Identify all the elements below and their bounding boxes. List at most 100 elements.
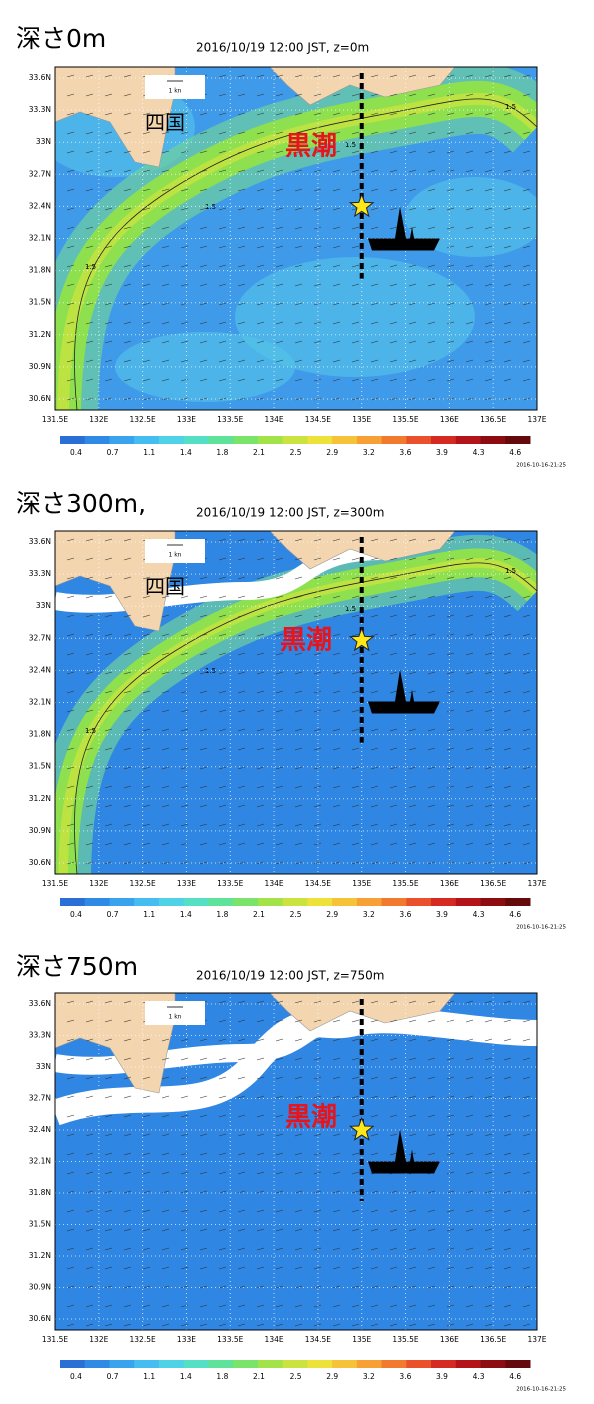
current-vector — [218, 633, 227, 637]
current-vector — [484, 1304, 493, 1308]
colorbar-segment — [332, 898, 358, 906]
current-vector — [484, 1057, 493, 1061]
current-vector — [332, 766, 341, 770]
current-vector — [389, 1038, 398, 1042]
colorbar-segment — [356, 1360, 383, 1368]
current-vector — [66, 1304, 75, 1308]
current-vector — [427, 1266, 436, 1270]
current-vector — [370, 1285, 379, 1289]
current-vector — [180, 633, 189, 637]
current-vector — [104, 823, 113, 827]
current-vector — [351, 1171, 360, 1175]
current-vector — [199, 264, 208, 268]
contour-line — [74, 98, 537, 410]
current-vector — [446, 1228, 455, 1232]
current-vector — [218, 671, 227, 675]
current-vector — [389, 690, 398, 694]
current-vector — [484, 557, 493, 561]
current-vector — [522, 804, 531, 808]
current-vector — [427, 112, 436, 116]
current-vector — [389, 1228, 398, 1232]
current-vector — [66, 652, 75, 656]
current-vector — [446, 804, 455, 808]
current-vector — [123, 576, 132, 580]
current-vector — [180, 131, 189, 135]
current-vector — [66, 633, 75, 637]
current-vector — [66, 709, 75, 713]
current-vector — [408, 1228, 417, 1232]
current-vector — [256, 804, 265, 808]
scale-label: 1 kn — [168, 88, 181, 95]
current-vector — [446, 842, 455, 846]
current-vector — [85, 359, 94, 363]
current-vector — [522, 1057, 531, 1061]
current-vector — [142, 1114, 151, 1118]
current-vector — [313, 576, 322, 580]
current-vector — [465, 93, 474, 97]
colorbar-label: 1.1 — [143, 1372, 155, 1381]
current-vector — [256, 378, 265, 382]
current-vector — [66, 397, 75, 401]
current-vector — [522, 1171, 531, 1175]
current-vector — [161, 1095, 170, 1099]
current-vector — [66, 1209, 75, 1213]
current-vector — [503, 1057, 512, 1061]
current-vector — [256, 747, 265, 751]
current-vector — [104, 340, 113, 344]
colorbar-segment — [109, 1360, 135, 1368]
colorbar-label: 4.6 — [509, 910, 521, 919]
current-vector — [389, 340, 398, 344]
current-vector — [465, 1209, 474, 1213]
current-vector — [465, 690, 474, 694]
current-vector — [161, 595, 170, 599]
current-vector — [237, 804, 246, 808]
colorbar-label: 2.1 — [253, 1372, 265, 1381]
current-vector — [465, 538, 474, 542]
current-vector — [256, 614, 265, 618]
current-vector — [351, 74, 360, 78]
current-vector — [503, 633, 512, 637]
panel-subtitle: 2016/10/19 12:00 JST, z=300m — [196, 506, 384, 520]
current-vector — [522, 264, 531, 268]
current-vector — [389, 842, 398, 846]
current-vector — [66, 302, 75, 306]
current-vector — [237, 861, 246, 865]
current-vector — [294, 538, 303, 542]
current-vector — [218, 359, 227, 363]
lat-tick-label: 32.1N — [29, 1157, 51, 1166]
lon-tick-label: 136.5E — [480, 1335, 506, 1344]
current-vector — [218, 150, 227, 154]
colorbar-segment — [282, 436, 308, 444]
current-vector — [85, 207, 94, 211]
current-vector — [465, 283, 474, 287]
current-vector — [351, 1095, 360, 1099]
colorbar-label: 4.3 — [473, 910, 485, 919]
current-vector — [389, 93, 398, 97]
current-vector — [294, 1209, 303, 1213]
current-vector — [66, 321, 75, 325]
colorbar-label: 3.2 — [363, 1372, 375, 1381]
current-vector — [294, 1133, 303, 1137]
current-vector — [446, 1114, 455, 1118]
colorbar-segment — [381, 898, 407, 906]
current-vector — [256, 1266, 265, 1270]
lon-tick-label: 132.5E — [130, 1335, 156, 1344]
current-vector — [142, 302, 151, 306]
current-vector — [522, 226, 531, 230]
current-vector — [237, 245, 246, 249]
current-vector — [66, 93, 75, 97]
current-vector — [389, 302, 398, 306]
current-vector — [370, 1114, 379, 1118]
current-vector — [85, 861, 94, 865]
current-vector — [503, 1095, 512, 1099]
current-vector — [237, 766, 246, 770]
lat-tick-label: 32.4N — [29, 665, 51, 674]
current-vector — [370, 378, 379, 382]
current-vector — [522, 302, 531, 306]
current-vector — [427, 340, 436, 344]
current-vector — [465, 226, 474, 230]
current-vector — [465, 1095, 474, 1099]
contour-label: 1.5 — [505, 103, 516, 111]
current-vector — [85, 785, 94, 789]
